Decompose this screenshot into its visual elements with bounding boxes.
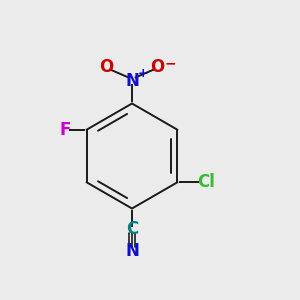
Text: Cl: Cl	[197, 173, 215, 191]
Text: +: +	[138, 67, 149, 80]
Text: O: O	[150, 58, 165, 76]
Text: O: O	[99, 58, 114, 76]
Text: N: N	[125, 72, 139, 90]
Text: C: C	[126, 220, 138, 238]
Text: −: −	[164, 56, 176, 70]
Text: F: F	[59, 121, 70, 139]
Text: N: N	[125, 242, 139, 260]
